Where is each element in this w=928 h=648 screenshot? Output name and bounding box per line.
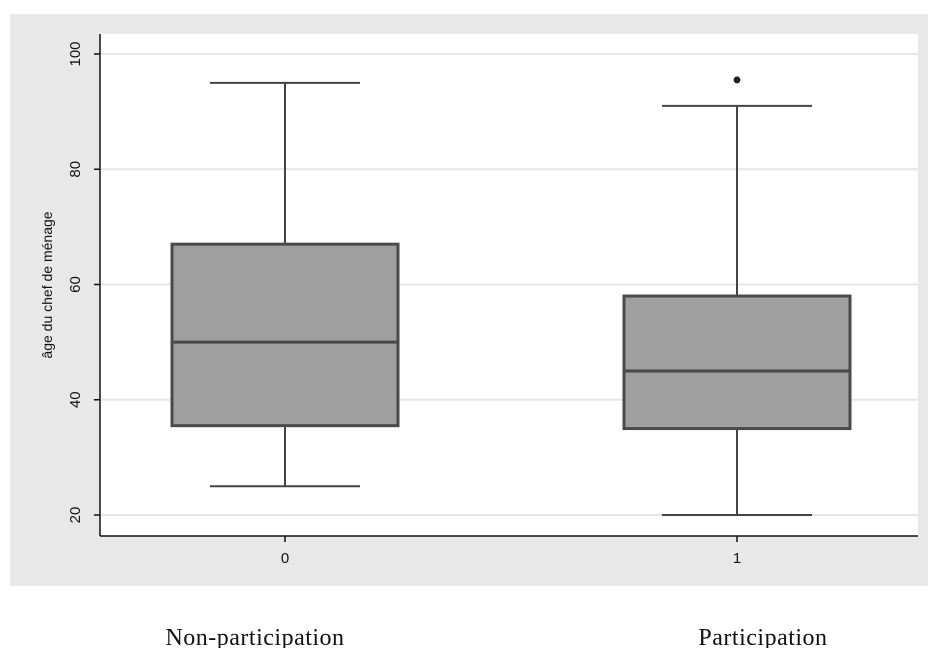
ticks: 20 40 60 80 100 0 1 [67, 41, 741, 567]
x-tick-label-1: 1 [733, 550, 741, 567]
group-caption-0: Non-participation [165, 625, 344, 648]
iqr-box [170, 242, 400, 428]
box-group-1 [622, 76, 852, 516]
y-tick-label-40: 40 [67, 391, 84, 408]
box-group-0 [170, 81, 400, 488]
group-caption-1: Participation [698, 625, 827, 648]
outlier-point [733, 76, 741, 84]
iqr-box [622, 294, 852, 431]
y-tick-label-60: 60 [67, 276, 84, 293]
x-tick-label-0: 0 [281, 550, 289, 567]
y-tick-label-20: 20 [67, 507, 84, 524]
y-tick-label-80: 80 [67, 161, 84, 178]
boxes [170, 76, 852, 516]
y-tick-label-100: 100 [67, 41, 84, 66]
y-axis-title: âge du chef de ménage [39, 211, 55, 358]
group-captions: Non-participation Participation [165, 625, 827, 648]
